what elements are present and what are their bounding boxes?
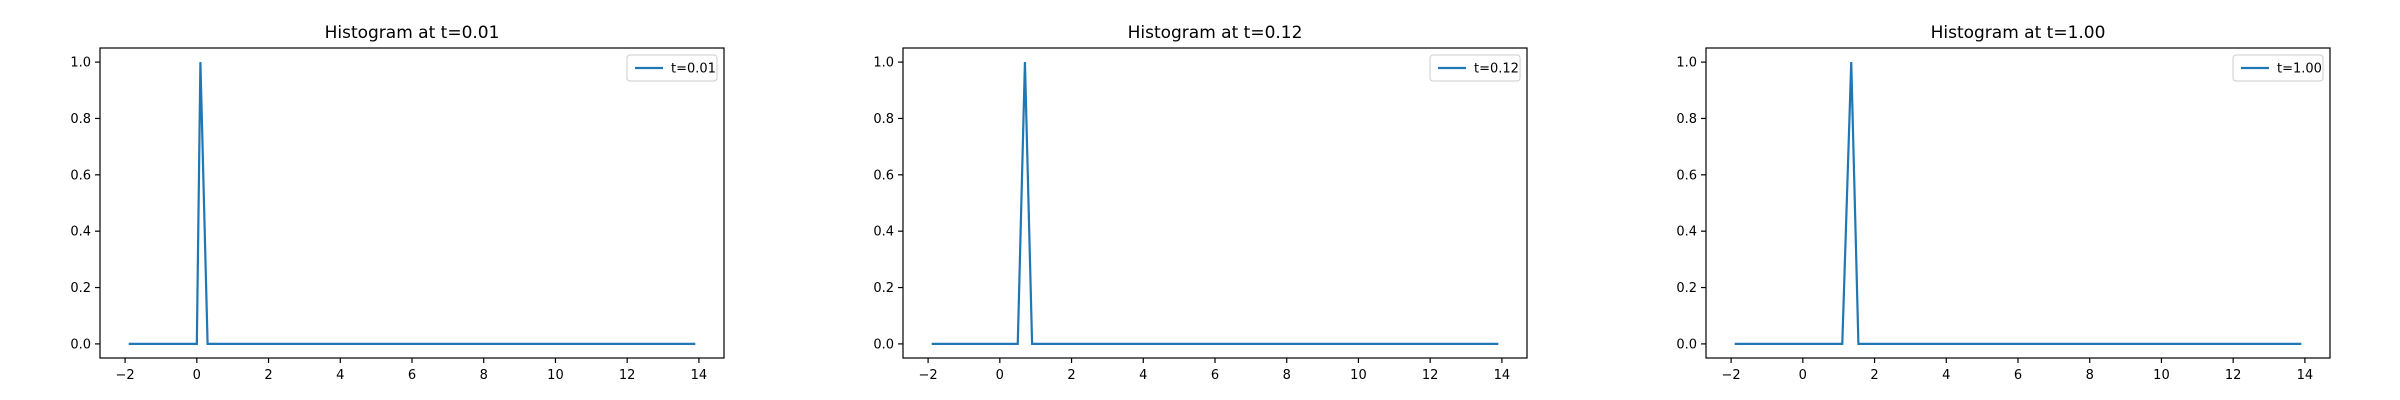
y-tick-label: 1.0 [70, 56, 91, 71]
y-tick-label: 0.4 [1676, 225, 1697, 240]
x-tick-label: −2 [919, 368, 938, 383]
x-tick-label: 0 [193, 368, 201, 383]
chart-title: Histogram at t=0.12 [1128, 23, 1303, 43]
chart-panel-2: Histogram at t=0.12 −2 0 2 4 6 8 10 12 14 0.0 0.2 0.… [873, 23, 1528, 383]
x-tick-label: 4 [1942, 368, 1950, 383]
y-tick-label: 0.6 [1676, 168, 1697, 183]
legend: t=1.00 [2232, 54, 2324, 82]
y-tick-label: 0.2 [873, 281, 894, 296]
x-tick-label: −2 [1722, 368, 1741, 383]
x-tick-label: 12 [619, 368, 636, 383]
y-tick-label: 0.2 [1676, 281, 1697, 296]
x-tick-label: 10 [2153, 368, 2170, 383]
x-tick-label: 2 [1067, 368, 1075, 383]
x-tick-label: 12 [2225, 368, 2242, 383]
x-tick-label: 10 [1350, 368, 1367, 383]
legend-label: t=0.12 [1474, 62, 1519, 77]
x-tick-label: 4 [1139, 368, 1147, 383]
y-tick-label: 0.0 [70, 337, 91, 352]
series-line-1 [128, 62, 696, 346]
legend-box [2232, 54, 2324, 82]
x-tick-label: 8 [1283, 368, 1291, 383]
legend: t=0.01 [626, 54, 718, 82]
y-tick-label: 0.4 [70, 225, 91, 240]
legend-box [1429, 54, 1521, 82]
x-tick-label: 2 [1870, 368, 1878, 383]
series-line-1 [1734, 62, 2302, 346]
x-tick-label: 8 [480, 368, 488, 383]
y-tick-label: 0.0 [1676, 337, 1697, 352]
subplots: Histogram at t=0.01 −2 0 2 4 6 8 10 12 14 0.0 0.2 0.… [70, 23, 2331, 383]
x-tick-label: 14 [2297, 368, 2314, 383]
legend-label: t=1.00 [2277, 62, 2322, 77]
y-tick-label: 0.8 [70, 112, 91, 127]
x-tick-label: 4 [336, 368, 344, 383]
legend-box [626, 54, 718, 82]
legend-label: t=0.01 [671, 62, 716, 77]
x-tick-label: 10 [547, 368, 564, 383]
y-tick-label: 0.8 [873, 112, 894, 127]
x-tick-label: 8 [2086, 368, 2094, 383]
x-tick-label: 0 [1799, 368, 1807, 383]
y-tick-label: 0.2 [70, 281, 91, 296]
chart-title: Histogram at t=0.01 [325, 23, 500, 43]
x-tick-label: 0 [996, 368, 1004, 383]
x-tick-label: 14 [1494, 368, 1511, 383]
x-tick-label: 2 [264, 368, 272, 383]
y-tick-label: 1.0 [873, 56, 894, 71]
y-tick-label: 0.4 [873, 225, 894, 240]
x-tick-label: 14 [691, 368, 708, 383]
y-tick-label: 0.8 [1676, 112, 1697, 127]
x-tick-label: 6 [2014, 368, 2022, 383]
y-tick-label: 0.6 [70, 168, 91, 183]
chart-panel-3: Histogram at t=1.00 −2 0 2 4 6 8 10 12 14 0.0 0.2 0.… [1676, 23, 2331, 383]
chart-title: Histogram at t=1.00 [1931, 23, 2106, 43]
legend: t=0.12 [1429, 54, 1521, 82]
x-tick-label: −2 [116, 368, 135, 383]
y-tick-label: 0.6 [873, 168, 894, 183]
series-line-1 [931, 62, 1499, 346]
x-tick-label: 6 [408, 368, 416, 383]
chart-panel-1: Histogram at t=0.01 −2 0 2 4 6 8 10 12 14 0.0 0.2 0.… [70, 23, 725, 383]
y-tick-label: 0.0 [873, 337, 894, 352]
y-tick-label: 1.0 [1676, 56, 1697, 71]
x-tick-label: 6 [1211, 368, 1219, 383]
x-tick-label: 12 [1422, 368, 1439, 383]
